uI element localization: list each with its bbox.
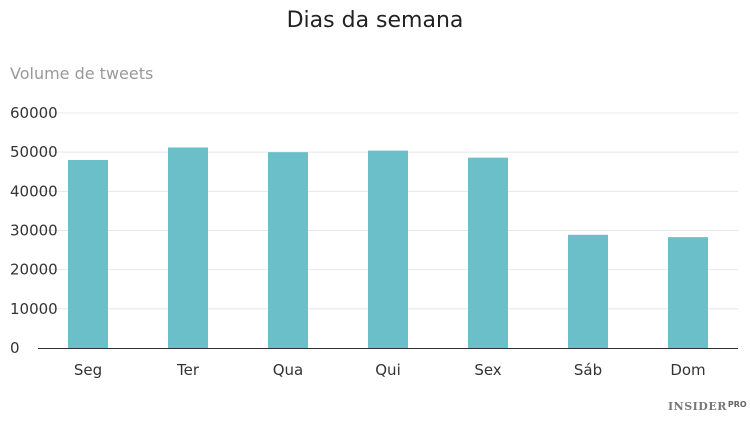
y-axis-label: Volume de tweets <box>10 64 154 83</box>
insider-pro-logo: INSIDERPRO <box>668 400 747 413</box>
bar-seg <box>68 160 108 348</box>
logo-text: INSIDER <box>668 400 727 413</box>
x-tick-label: Sáb <box>574 361 602 379</box>
bar-sáb <box>568 234 608 348</box>
y-tick-label: 20000 <box>10 261 58 279</box>
x-tick-label: Qui <box>375 361 400 379</box>
bar-ter <box>168 147 208 348</box>
bar-qua <box>268 152 308 348</box>
y-tick-label: 50000 <box>10 143 58 161</box>
y-tick-label: 30000 <box>10 222 58 240</box>
x-tick-label: Dom <box>670 361 705 379</box>
bar-sex <box>468 157 508 348</box>
bar-dom <box>668 237 708 348</box>
y-tick-label: 0 <box>10 339 20 357</box>
y-tick-label: 40000 <box>10 182 58 200</box>
y-tick-label: 10000 <box>10 300 58 318</box>
chart-title: Dias da semana <box>286 8 464 33</box>
x-tick-label: Ter <box>176 361 200 379</box>
bar-qui <box>368 150 408 348</box>
x-tick-label: Qua <box>273 361 304 379</box>
x-tick-label: Sex <box>474 361 501 379</box>
x-tick-label: Seg <box>74 361 102 379</box>
logo-superscript: PRO <box>727 400 747 409</box>
y-tick-label: 60000 <box>10 104 58 122</box>
